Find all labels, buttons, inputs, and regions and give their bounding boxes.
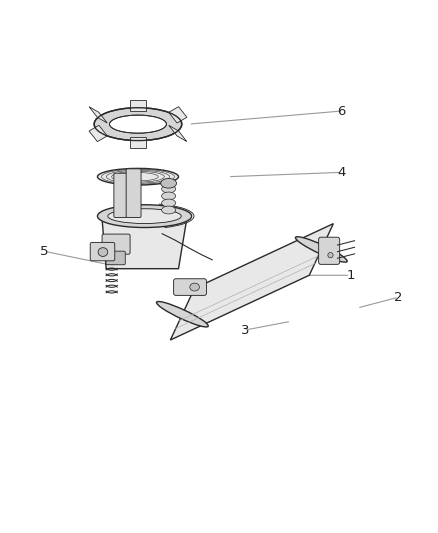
Text: 6: 6 [337, 104, 346, 117]
Ellipse shape [108, 209, 181, 223]
Text: 1: 1 [346, 269, 355, 282]
Polygon shape [169, 125, 187, 142]
FancyBboxPatch shape [126, 169, 141, 217]
FancyBboxPatch shape [318, 237, 339, 264]
Ellipse shape [162, 185, 176, 193]
Ellipse shape [162, 199, 176, 207]
Ellipse shape [328, 253, 333, 258]
Polygon shape [170, 224, 333, 340]
Ellipse shape [98, 248, 108, 256]
FancyBboxPatch shape [90, 243, 115, 261]
Polygon shape [130, 100, 146, 111]
Ellipse shape [97, 168, 179, 185]
Polygon shape [130, 137, 146, 149]
Ellipse shape [97, 205, 192, 228]
Polygon shape [89, 107, 107, 123]
Ellipse shape [161, 179, 177, 188]
Polygon shape [169, 107, 187, 123]
Text: 5: 5 [39, 245, 48, 257]
Polygon shape [102, 216, 187, 269]
Text: 4: 4 [337, 166, 346, 179]
FancyBboxPatch shape [173, 279, 206, 295]
Polygon shape [89, 125, 107, 142]
FancyBboxPatch shape [102, 234, 130, 254]
FancyBboxPatch shape [114, 173, 127, 217]
Ellipse shape [190, 283, 199, 291]
FancyBboxPatch shape [106, 251, 125, 265]
Ellipse shape [162, 206, 176, 214]
Ellipse shape [162, 192, 176, 200]
Text: 3: 3 [241, 324, 250, 336]
Ellipse shape [156, 302, 208, 327]
Ellipse shape [296, 237, 347, 262]
Ellipse shape [94, 108, 182, 141]
Text: 2: 2 [394, 290, 403, 304]
Ellipse shape [110, 115, 166, 133]
